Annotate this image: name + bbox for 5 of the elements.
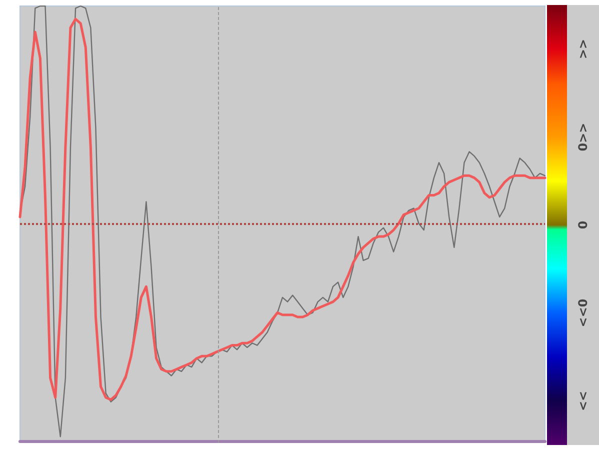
text: << [576,390,590,412]
text: >> [576,38,590,60]
text: 0 [576,220,590,230]
text: <<0 [576,298,590,328]
text: 0>> [576,122,590,152]
